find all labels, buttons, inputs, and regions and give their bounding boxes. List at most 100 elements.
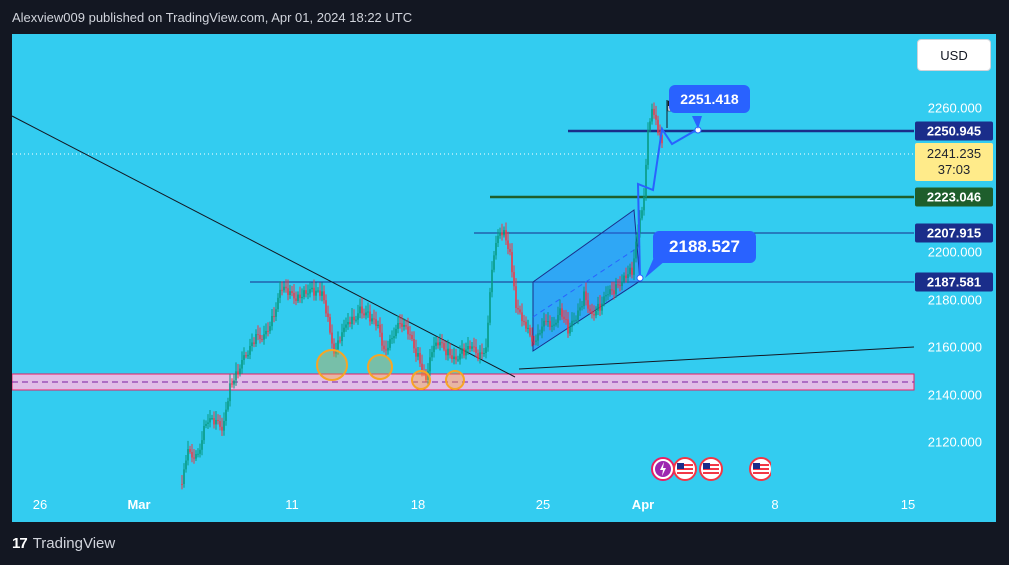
candle-body (467, 346, 469, 350)
candle-body (389, 339, 391, 348)
candle-body (267, 330, 269, 332)
candle-body (235, 371, 237, 381)
currency-button[interactable]: USD (917, 39, 991, 71)
candle-body (341, 332, 343, 342)
candle-body (597, 303, 599, 311)
us-flag-icon[interactable] (673, 457, 697, 481)
candle-body (565, 318, 567, 320)
candle-body (375, 319, 377, 326)
candle-body (287, 288, 289, 296)
candle-body (551, 325, 553, 327)
candle-body (239, 368, 241, 374)
us-flag-icon[interactable] (749, 457, 771, 481)
time-axis-label: 25 (535, 497, 551, 512)
candle-body (215, 419, 217, 425)
us-flag-icon[interactable] (699, 457, 723, 481)
candle-body (571, 320, 573, 327)
time-axis-label: 11 (285, 497, 299, 512)
support-touch-circle[interactable] (367, 354, 393, 380)
candle-body (489, 292, 491, 323)
candle-body (223, 421, 225, 431)
candle-body (199, 449, 201, 454)
candle-body (283, 286, 285, 291)
rising-support-line[interactable] (518, 346, 915, 370)
entry-point-marker[interactable] (636, 274, 644, 282)
candle-body (475, 346, 477, 354)
candle-body (247, 354, 249, 357)
candle-body (591, 311, 593, 314)
target-callout[interactable]: 2251.418 (669, 85, 750, 113)
candle-body (499, 232, 501, 236)
candle-body (503, 230, 505, 236)
candle-body (255, 334, 257, 344)
candle-body (257, 334, 259, 336)
chart-canvas[interactable] (12, 34, 996, 522)
candle-body (203, 425, 205, 441)
candle-body (305, 290, 307, 294)
candle-body (225, 409, 227, 422)
time-axis-label: Apr (631, 497, 655, 512)
candle-body (337, 340, 339, 350)
publish-header: Alexview009 published on TradingView.com… (12, 10, 413, 25)
resistance-price-tag[interactable]: 2250.945 (915, 121, 993, 141)
support-touch-circle[interactable] (445, 370, 465, 390)
time-axis-label: 8 (771, 497, 779, 512)
time-axis-label: 15 (900, 497, 916, 512)
candle-body (511, 252, 513, 273)
earnings-event-icon[interactable] (651, 457, 675, 481)
candle-body (361, 306, 363, 314)
candle-body (519, 309, 521, 313)
projection-path[interactable] (636, 126, 699, 279)
candle-body (621, 281, 623, 287)
downtrend-line[interactable] (12, 115, 516, 378)
current-price-tag[interactable]: 2241.235 37:03 (915, 143, 993, 181)
candle-body (557, 315, 559, 323)
candle-body (363, 313, 365, 316)
green-level-price-tag[interactable]: 2223.046 (915, 187, 993, 207)
candle-body (521, 312, 523, 322)
candle-body (269, 326, 271, 332)
candle-body (369, 311, 371, 322)
candle-body (497, 235, 499, 244)
candle-body (443, 343, 445, 350)
candle-body (461, 348, 463, 354)
support-level-price-tag[interactable]: 2187.581 (915, 272, 993, 292)
candle-body (425, 372, 427, 380)
candle-body (325, 300, 327, 314)
candle-body (183, 469, 185, 484)
candle-body (241, 359, 243, 369)
candle-body (539, 333, 541, 335)
candle-body (265, 330, 267, 335)
candle-body (449, 348, 451, 356)
candle-body (587, 300, 589, 309)
candle-body (661, 135, 663, 144)
candle-body (631, 267, 633, 275)
candle-body (243, 355, 245, 360)
candle-body (549, 321, 551, 327)
candle-body (293, 292, 295, 299)
candle-body (605, 294, 607, 297)
candle-body (633, 258, 635, 275)
candle-body (263, 334, 265, 340)
candle-body (357, 313, 359, 320)
candle-body (599, 303, 601, 311)
candle-body (281, 289, 283, 291)
candle-body (517, 308, 519, 310)
candle-body (217, 419, 219, 422)
mid-level-price-tag[interactable]: 2207.915 (915, 223, 993, 243)
candle-body (249, 346, 251, 355)
candle-body (197, 453, 199, 455)
support-touch-circle[interactable] (411, 370, 431, 390)
support-touch-circle[interactable] (316, 349, 348, 381)
candle-body (419, 353, 421, 364)
candle-body (581, 306, 583, 308)
candle-body (433, 345, 435, 353)
chart-area[interactable]: 2260.000 2200.000 2180.000 2160.000 2140… (12, 34, 996, 522)
entry-callout[interactable]: 2188.527 (653, 231, 756, 263)
candle-body (315, 290, 317, 296)
candle-body (227, 401, 229, 410)
candle-body (279, 289, 281, 298)
candle-body (593, 313, 595, 316)
candle-body (301, 296, 303, 299)
candle-body (639, 218, 641, 233)
